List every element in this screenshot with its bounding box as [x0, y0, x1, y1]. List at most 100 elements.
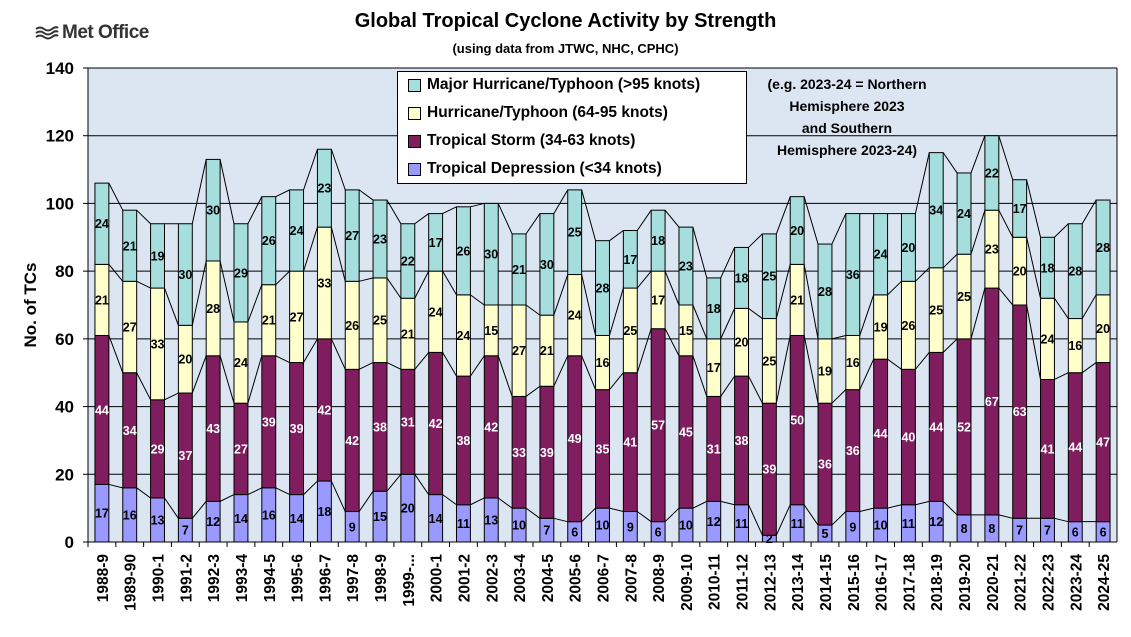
data-label: 44	[95, 403, 109, 417]
data-label: 24	[568, 309, 582, 323]
x-tick-label: 2024-25	[1096, 554, 1113, 611]
note-line-1: (e.g. 2023-24 = Northern	[767, 76, 927, 92]
series-line-0	[108, 473, 1097, 536]
data-label: 11	[457, 517, 470, 531]
bar-segment	[1012, 179, 1028, 238]
data-label: 38	[373, 420, 387, 434]
x-tick-label: 2014-15	[818, 554, 835, 611]
data-label: 12	[206, 515, 220, 529]
x-tick-label: 1992-3	[206, 554, 223, 603]
bar-segment	[455, 206, 471, 296]
data-label: 14	[234, 512, 248, 526]
data-label: 17	[707, 361, 721, 375]
bar-segment	[567, 189, 583, 276]
x-tick-label: 2012-13	[762, 554, 779, 611]
y-tick-label: 20	[55, 465, 74, 484]
x-tick-label: 2023-24	[1068, 554, 1085, 611]
data-label: 33	[317, 276, 331, 290]
bar-segment	[289, 189, 305, 272]
data-label: 24	[1041, 332, 1055, 346]
x-tick-label: 2001-2	[456, 554, 473, 602]
series-line-2	[108, 209, 1097, 340]
x-tick-label: 1989-90	[123, 554, 140, 611]
data-label: 33	[151, 337, 165, 351]
data-label: 11	[902, 517, 915, 531]
y-tick-label: 60	[55, 330, 74, 349]
bar-segment	[595, 240, 610, 336]
x-tick-label: 2013-14	[790, 554, 807, 611]
data-label: 20	[901, 241, 915, 255]
data-label: 21	[95, 293, 109, 307]
x-tick-label: 1999-...	[401, 554, 418, 607]
data-label: 26	[262, 234, 276, 248]
y-tick-label: 40	[55, 398, 74, 417]
data-label: 25	[373, 314, 387, 328]
data-label: 39	[540, 446, 554, 460]
data-label: 14	[429, 512, 443, 526]
bar-segment	[316, 148, 332, 228]
x-tick-label: 2008-9	[651, 554, 668, 603]
bar-segment	[789, 196, 805, 265]
data-label: 25	[762, 270, 776, 284]
y-tick-label: 0	[65, 533, 74, 552]
data-label: 16	[1068, 339, 1082, 353]
x-tick-label: 2019-20	[957, 554, 974, 611]
data-label: 30	[540, 258, 554, 272]
bar-segment	[706, 277, 722, 340]
bar-segment	[1067, 223, 1083, 320]
data-label: 6	[1072, 525, 1079, 539]
data-label: 26	[456, 244, 470, 258]
data-label: 27	[234, 442, 248, 456]
bar-segment	[400, 223, 416, 299]
data-label: 34	[123, 424, 137, 438]
data-label: 17	[1013, 202, 1027, 216]
data-label: 42	[484, 420, 498, 434]
data-label: 9	[349, 520, 356, 534]
data-label: 25	[623, 324, 637, 338]
x-tick-label: 2021-22	[1013, 554, 1030, 611]
x-tick-label: 1990-1	[151, 554, 168, 603]
bar-segment	[205, 158, 221, 262]
data-label: 16	[846, 356, 860, 370]
data-label: 19	[818, 365, 832, 379]
data-label: 13	[484, 513, 498, 527]
data-label: 38	[456, 434, 470, 448]
data-label: 23	[373, 232, 387, 246]
data-label: 16	[596, 356, 610, 370]
bar-segment	[817, 243, 833, 340]
data-label: 31	[707, 442, 721, 456]
data-label: 24	[234, 356, 248, 370]
bar-segment	[177, 223, 193, 326]
data-label: 24	[957, 207, 971, 221]
x-tick-label: 2009-10	[679, 554, 696, 611]
x-tick-label: 2005-6	[568, 554, 585, 603]
x-tick-label: 2006-7	[596, 554, 613, 602]
data-label: 17	[95, 507, 109, 521]
bar-segment	[873, 213, 889, 296]
data-label: 36	[846, 268, 860, 282]
x-tick-label: 2016-17	[874, 554, 891, 611]
legend-swatch-storm	[408, 134, 421, 148]
data-label: 38	[735, 434, 749, 448]
data-label: 7	[1044, 524, 1051, 538]
data-label: 39	[262, 415, 276, 429]
data-label: 10	[874, 519, 888, 533]
bar-segment	[678, 226, 694, 306]
data-label: 11	[735, 517, 748, 531]
data-label: 20	[1013, 265, 1027, 279]
data-label: 17	[429, 236, 443, 250]
data-label: 20	[401, 502, 415, 516]
data-label: 25	[957, 290, 971, 304]
data-label: 13	[151, 513, 165, 527]
y-tick-label: 140	[46, 59, 74, 78]
bar-segment	[94, 182, 110, 265]
legend-swatch-hurricane	[408, 106, 421, 120]
data-label: 27	[512, 344, 526, 358]
data-label: 24	[456, 329, 470, 343]
data-label: 47	[1096, 436, 1110, 450]
data-label: 20	[178, 353, 192, 367]
bar-segment	[650, 209, 666, 272]
x-tick-label: 2022-23	[1040, 554, 1057, 611]
data-label: 28	[818, 285, 832, 299]
